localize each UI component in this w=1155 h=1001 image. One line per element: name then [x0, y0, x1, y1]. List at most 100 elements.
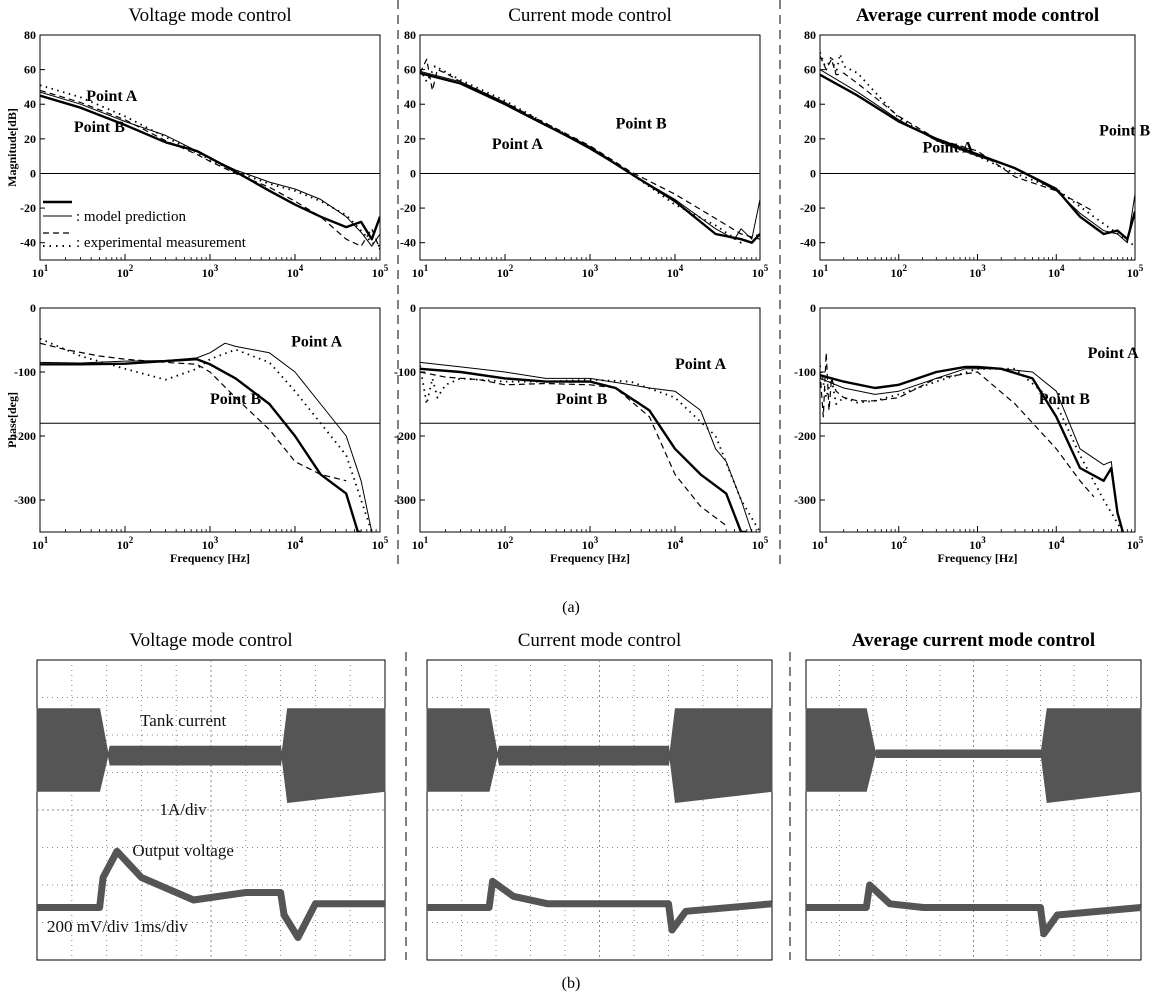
x-tick-label: 101 — [412, 263, 429, 280]
annotation-label: Point A — [1088, 345, 1140, 362]
series-dashed — [820, 55, 1095, 213]
series-dotted — [820, 365, 1124, 532]
x-axis-label: Frequency [Hz] — [937, 551, 1017, 565]
annotation-label: Point B — [1039, 391, 1090, 408]
scope-label: 1A/div — [160, 800, 208, 819]
series-dashed — [420, 58, 760, 240]
annotation-label: Point A — [291, 333, 343, 350]
series-thin — [420, 361, 760, 532]
x-tick-label: 103 — [202, 535, 219, 552]
output-voltage-trace — [427, 877, 773, 934]
scope-panel-6: Tank current 1A/div Output voltage 200 mV/d… — [36, 630, 386, 961]
x-tick-label: 102 — [891, 263, 908, 280]
bode-panel-2: 80 60 40 20 0 -20 -40 101 102 103 104 105 Point B Poi… — [400, 5, 769, 280]
annotation-label: Point A — [675, 356, 727, 373]
x-tick-label: 105 — [372, 263, 389, 280]
series-dotted — [40, 337, 373, 532]
legend-label-experimental: : experimental measurement — [76, 235, 247, 251]
x-tick-label: 104 — [667, 263, 684, 280]
output-voltage-trace — [37, 847, 385, 941]
y-tick-label: 20 — [404, 132, 416, 146]
series-thin — [40, 91, 380, 247]
y-tick-label: -40 — [20, 236, 36, 250]
x-tick-label: 102 — [117, 535, 134, 552]
x-tick-label: 102 — [497, 263, 514, 280]
annotation-label: Point B — [616, 115, 667, 132]
series-thick — [420, 71, 760, 244]
annotation-label: Point A — [492, 136, 544, 153]
legend: : model prediction : experimental measur… — [43, 200, 247, 251]
y-axis-label: Phase[deg] — [5, 392, 19, 448]
y-tick-label: 60 — [404, 63, 416, 77]
tank-current-trace — [36, 708, 386, 804]
y-tick-label: 80 — [404, 28, 416, 42]
bode-panel-4: 80 60 40 20 0 -20 -40 101 102 103 104 105 Point B Poi… — [800, 5, 1151, 280]
x-tick-label: 103 — [969, 535, 986, 552]
x-tick-label: 102 — [891, 535, 908, 552]
x-tick-label: 101 — [812, 263, 829, 280]
caption-b: (b) — [562, 975, 581, 992]
y-tick-label: -20 — [800, 201, 816, 215]
y-tick-label: 20 — [24, 132, 36, 146]
y-tick-label: 60 — [804, 63, 816, 77]
annotation-label: Point B — [210, 391, 261, 408]
series-thin — [420, 70, 760, 240]
y-tick-label: 0 — [30, 301, 36, 315]
y-tick-label: -200 — [394, 429, 416, 443]
x-tick-label: 102 — [497, 535, 514, 552]
bode-plots: 80 60 40 20 0 -20 -40 101 102 103 104 105 Point A Poi… — [5, 5, 1151, 565]
y-tick-label: 40 — [804, 97, 816, 111]
scope-label: 200 mV/div 1ms/div — [47, 917, 188, 936]
x-tick-label: 104 — [287, 263, 304, 280]
series-dashed — [40, 89, 380, 250]
x-tick-label: 104 — [1048, 263, 1065, 280]
series-thin — [40, 342, 373, 532]
y-tick-label: 60 — [24, 63, 36, 77]
x-tick-label: 103 — [202, 263, 219, 280]
output-voltage-trace — [806, 881, 1142, 938]
y-tick-label: 80 — [804, 28, 816, 42]
scope-label: Output voltage — [132, 841, 234, 860]
y-tick-label: -300 — [394, 493, 416, 507]
x-tick-label: 105 — [1127, 535, 1144, 552]
series-dashed — [420, 371, 727, 527]
plot-frame — [819, 34, 1136, 261]
annotation-label: Point B — [74, 119, 125, 136]
bode-panel-3: 0 -100 -200 -300 101 102 103 104 105 Point A Point… — [394, 301, 769, 565]
y-tick-label: -20 — [400, 201, 416, 215]
annotation-label: Point A — [922, 140, 974, 157]
tank-current-trace — [805, 708, 1142, 804]
series-thick — [40, 358, 362, 532]
scope-label: Tank current — [140, 711, 226, 730]
series-thin — [820, 368, 1124, 532]
y-axis-label: Magnitude[dB] — [5, 108, 19, 187]
chart-title: Average current mode control — [856, 5, 1099, 26]
plot-frame — [819, 307, 1136, 533]
y-tick-label: 40 — [404, 97, 416, 111]
caption-a: (a) — [562, 599, 580, 616]
y-tick-label: 0 — [810, 301, 816, 315]
y-tick-label: -100 — [14, 365, 36, 379]
scope-panel-8: Average current mode control — [805, 630, 1142, 961]
y-tick-label: -40 — [800, 236, 816, 250]
x-tick-label: 104 — [287, 535, 304, 552]
y-tick-label: 80 — [24, 28, 36, 42]
scope-title: Average current mode control — [852, 630, 1095, 651]
series-thick — [820, 73, 1135, 241]
scope-panel-7: Current mode control — [426, 630, 773, 961]
scope-title: Voltage mode control — [129, 630, 292, 651]
y-tick-label: 20 — [804, 132, 816, 146]
annotation-label: Point B — [556, 391, 607, 408]
series-thin — [820, 69, 1135, 244]
x-tick-label: 101 — [412, 535, 429, 552]
y-tick-label: -300 — [14, 493, 36, 507]
chart-title: Voltage mode control — [128, 5, 291, 26]
x-tick-label: 101 — [812, 535, 829, 552]
y-tick-label: -100 — [394, 365, 416, 379]
y-tick-label: 0 — [410, 166, 416, 180]
series-dotted — [420, 65, 760, 244]
x-axis-label: Frequency [Hz] — [550, 551, 630, 565]
y-tick-label: 40 — [24, 97, 36, 111]
oscilloscope-panels: Tank current 1A/div Output voltage 200 mV/d… — [36, 630, 1142, 961]
x-tick-label: 105 — [372, 535, 389, 552]
